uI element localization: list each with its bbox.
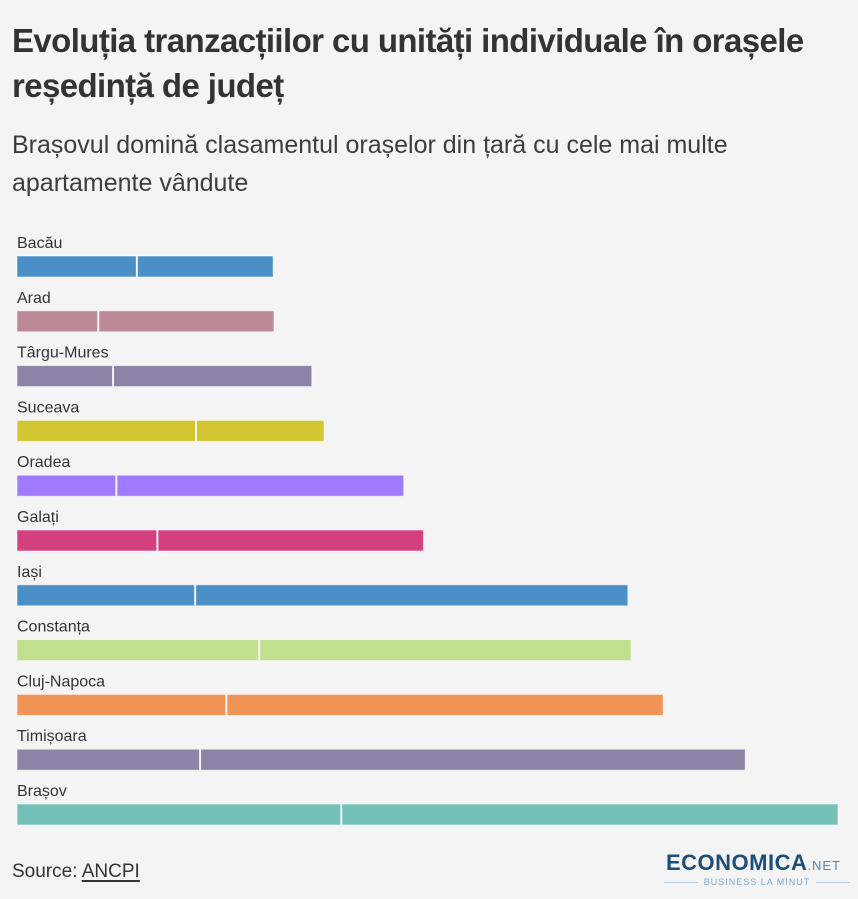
bar-segment-2 (199, 748, 746, 771)
bar-segment-2 (258, 639, 632, 662)
source-link[interactable]: ANCPI (81, 861, 140, 882)
bar-segment-2 (115, 474, 405, 497)
bar-segment-1 (16, 419, 197, 442)
economica-logo: ECONOMICA.NET BUSINESS LA MINUT (664, 850, 854, 890)
bar-segment-2 (112, 365, 313, 388)
bar-segment-2 (97, 310, 275, 333)
category-label: Timișoara (17, 728, 87, 745)
category-label: Galați (17, 509, 59, 526)
bar-segment-1 (16, 529, 158, 552)
stacked-bar-chart: Bacău Arad Târgu-Mures Suceava Oradea Galați I… (0, 228, 858, 828)
bar-segment-1 (16, 474, 117, 497)
bar-row: Timișoara (16, 728, 746, 771)
logo-wordmark: ECONOMICA.NET (666, 850, 841, 876)
logo-divider-left (664, 881, 698, 883)
category-label: Bacău (17, 235, 62, 252)
logo-divider-right (816, 881, 850, 883)
bar-row: Suceava (16, 399, 325, 442)
bar-row: Brașov (16, 783, 839, 826)
logo-tagline-text: BUSINESS LA MINUT (703, 877, 811, 887)
chart-title: Evoluția tranzacțiilor cu unități indivi… (12, 22, 804, 104)
logo-tagline: BUSINESS LA MINUT (664, 877, 850, 887)
logo-main-text: ECONOMICA (666, 850, 808, 875)
bar-segment-1 (16, 584, 196, 607)
bar-segment-2 (194, 584, 629, 607)
bar-row: Târgu-Mures (16, 345, 313, 388)
bar-segment-1 (16, 693, 227, 716)
bar-segment-1 (16, 748, 201, 771)
bar-segment-1 (16, 255, 138, 278)
bar-row: Cluj-Napoca (16, 673, 664, 716)
logo-suffix: .NET (807, 858, 842, 873)
bar-row: Constanța (16, 619, 632, 662)
category-label: Cluj-Napoca (17, 673, 105, 690)
bar-segment-1 (16, 803, 342, 826)
bar-segment-2 (136, 255, 274, 278)
source-prefix: Source: (12, 861, 82, 882)
category-label: Târgu-Mures (17, 345, 109, 362)
category-label: Oradea (17, 454, 70, 471)
category-label: Iași (17, 564, 42, 581)
bar-row: Iași (16, 564, 629, 607)
bar-segment-2 (195, 419, 325, 442)
bar-segment-1 (16, 310, 99, 333)
bar-segment-2 (225, 693, 664, 716)
bar-segment-2 (156, 529, 424, 552)
bar-segment-1 (16, 639, 260, 662)
bar-row: Oradea (16, 454, 405, 497)
bar-segment-1 (16, 365, 114, 388)
chart-svg: Bacău Arad Târgu-Mures Suceava Oradea Galați I… (16, 235, 839, 826)
bar-segment-2 (340, 803, 839, 826)
bar-row: Arad (16, 290, 275, 333)
chart-subtitle: Brașovul domină clasamentul orașelor din… (12, 131, 728, 197)
source-line: Source: ANCPI (12, 861, 140, 883)
category-label: Brașov (17, 783, 67, 800)
bar-row: Galați (16, 509, 424, 552)
category-label: Arad (17, 290, 51, 307)
bar-row: Bacău (16, 235, 274, 278)
category-label: Constanța (17, 619, 90, 636)
category-label: Suceava (17, 399, 79, 416)
